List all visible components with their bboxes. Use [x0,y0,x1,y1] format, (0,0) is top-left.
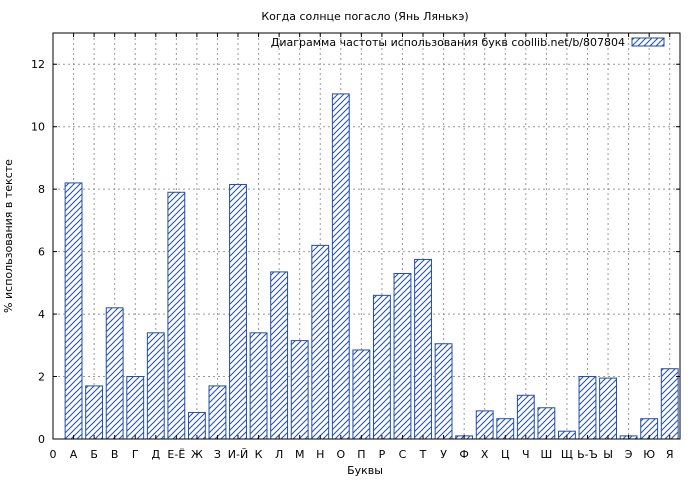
x-tick-label: З [214,448,221,461]
bar [578,376,597,440]
bar [85,385,104,440]
x-tick-label: Э [625,448,633,461]
x-tick-label: Ю [643,448,655,461]
x-tick-label: Ф [459,448,468,461]
bar [146,332,165,440]
x-tick-label: Б [90,448,98,461]
bar [105,307,124,440]
x-tick-label: Г [132,448,139,461]
bar [537,407,556,440]
x-tick-label: 0 [50,448,57,461]
x-tick-label: А [70,448,78,461]
x-tick-label: Ы [603,448,613,461]
x-tick-label: Я [666,448,674,461]
x-tick-label: Т [419,448,427,461]
chart-title: Когда солнце погасло (Янь Лянькэ) [261,10,468,23]
plot-frame [52,32,681,440]
bar [475,410,494,440]
bar [208,385,227,440]
x-tick-label: Р [379,448,386,461]
x-tick-label: Щ [561,448,573,461]
x-tick-label: Н [316,448,324,461]
y-tick-label: 6 [38,246,45,259]
legend-label: Диаграмма частоты использования букв coo… [271,36,625,49]
bar [64,182,83,440]
x-tick-label: М [295,448,305,461]
x-tick-label: С [399,448,407,461]
bar [516,394,535,440]
y-tick-label: 12 [31,58,45,71]
bar [331,93,350,440]
bars [64,93,679,440]
x-tick-label: О [336,448,345,461]
bar [414,258,432,440]
bar [660,368,679,440]
x-tick-label: Е-Ё [167,448,185,461]
bar [126,376,145,440]
legend-swatch [631,37,665,47]
bar [434,343,453,440]
legend: Диаграмма частоты использования букв coo… [271,36,665,49]
x-tick-label: Д [151,448,160,461]
y-tick-label: 4 [38,308,45,321]
bar [167,191,186,440]
x-axis-label: Буквы [347,464,383,477]
x-tick-label: Л [275,448,283,461]
y-tick-label: 0 [38,433,45,446]
bar [599,377,617,440]
x-tick-label: У [440,448,447,461]
x-tick-label: Ж [191,448,203,461]
bar [249,332,268,440]
bar [372,294,391,440]
bar [270,271,289,440]
x-tick-label: И-Й [228,448,248,461]
y-tick-label: 10 [31,121,45,134]
y-tick-label: 8 [38,183,45,196]
x-tick-label: П [357,448,365,461]
x-tick-label: Ш [540,448,552,461]
x-tick-label: Ц [501,448,510,461]
bar [393,272,412,440]
bar [229,183,247,440]
y-axis-label: % использования в тексте [2,159,15,313]
x-tick-label: К [255,448,263,461]
bar [352,349,371,440]
x-tick-label: Ь-Ъ [577,448,598,461]
y-tick-label: 2 [38,371,45,384]
x-tick-label: Х [481,448,489,461]
bar [290,340,309,440]
x-tick-label: В [111,448,119,461]
bar [311,244,330,440]
x-tick-label: Ч [522,448,530,461]
